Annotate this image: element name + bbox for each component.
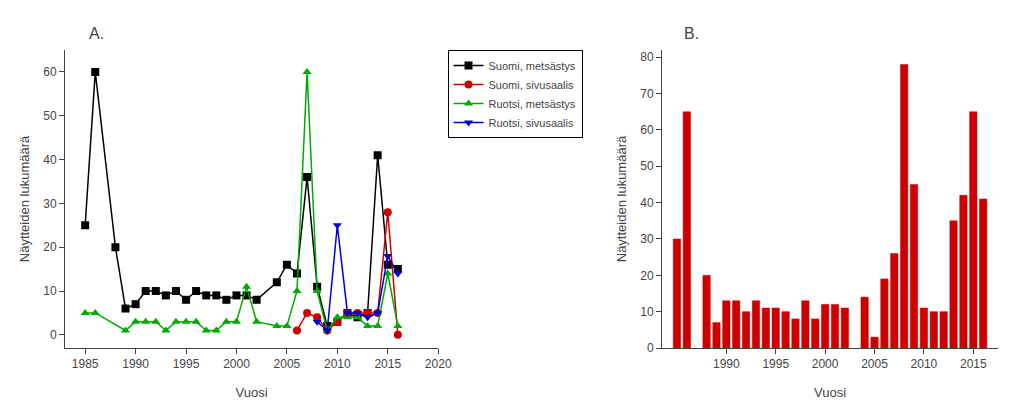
- svg-text:2010: 2010: [911, 357, 938, 371]
- svg-text:2015: 2015: [960, 357, 987, 371]
- svg-text:20: 20: [43, 240, 57, 254]
- svg-text:Vuosi: Vuosi: [814, 385, 846, 400]
- svg-text:0: 0: [647, 341, 654, 355]
- svg-text:2010: 2010: [324, 357, 351, 371]
- svg-text:Suomi, sivusaalis: Suomi, sivusaalis: [489, 79, 574, 91]
- svg-text:10: 10: [640, 305, 654, 319]
- svg-text:2005: 2005: [861, 357, 888, 371]
- svg-text:40: 40: [640, 196, 654, 210]
- svg-text:1985: 1985: [72, 357, 99, 371]
- svg-text:Vuosi: Vuosi: [236, 385, 268, 400]
- svg-text:30: 30: [640, 232, 654, 246]
- svg-text:2005: 2005: [274, 357, 301, 371]
- svg-text:70: 70: [640, 87, 654, 101]
- svg-text:10: 10: [43, 284, 57, 298]
- svg-text:Ruotsi, metsästys: Ruotsi, metsästys: [489, 98, 576, 110]
- svg-text:1990: 1990: [122, 357, 149, 371]
- svg-text:B.: B.: [684, 25, 699, 42]
- svg-text:Suomi, metsästys: Suomi, metsästys: [489, 60, 576, 72]
- svg-text:40: 40: [43, 153, 57, 167]
- svg-text:A.: A.: [89, 25, 104, 42]
- svg-text:50: 50: [640, 159, 654, 173]
- svg-text:30: 30: [43, 197, 57, 211]
- svg-text:60: 60: [43, 65, 57, 79]
- svg-text:2000: 2000: [223, 357, 250, 371]
- svg-text:20: 20: [640, 269, 654, 283]
- svg-text:50: 50: [43, 109, 57, 123]
- svg-text:Näytteiden lukumäärä: Näytteiden lukumäärä: [17, 135, 32, 262]
- svg-text:1990: 1990: [713, 357, 740, 371]
- svg-text:0: 0: [50, 328, 57, 342]
- svg-text:1995: 1995: [173, 357, 200, 371]
- svg-text:1995: 1995: [762, 357, 789, 371]
- svg-text:2015: 2015: [374, 357, 401, 371]
- svg-text:Ruotsi, sivusaalis: Ruotsi, sivusaalis: [489, 117, 574, 129]
- svg-text:2020: 2020: [425, 357, 452, 371]
- svg-text:2000: 2000: [812, 357, 839, 371]
- svg-text:Näytteiden lukumäärä: Näytteiden lukumäärä: [614, 135, 629, 262]
- svg-text:80: 80: [640, 50, 654, 64]
- svg-text:60: 60: [640, 123, 654, 137]
